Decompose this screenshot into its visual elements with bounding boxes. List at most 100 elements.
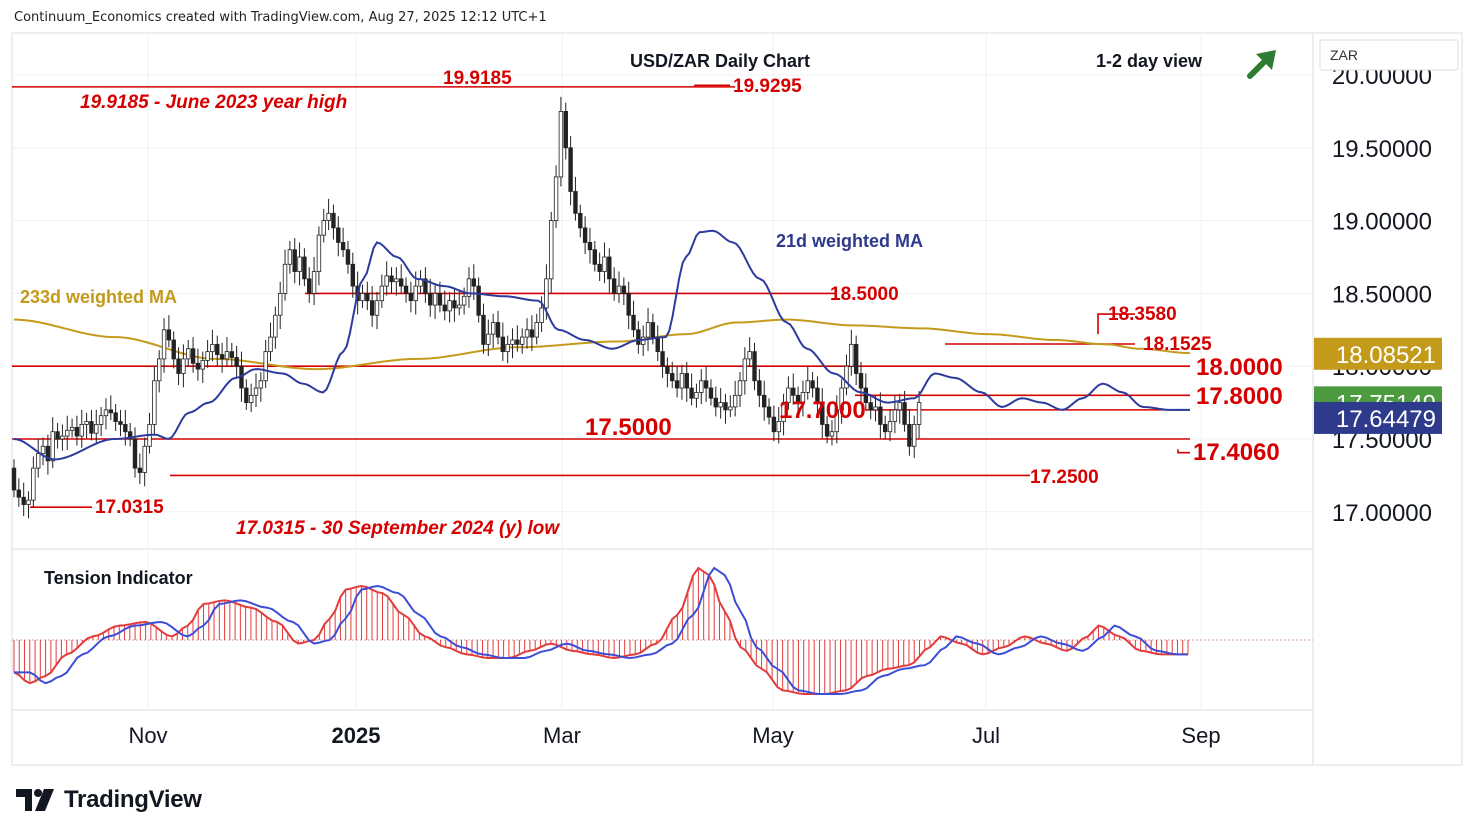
candle-body [645,322,651,338]
candle-body [31,467,36,501]
candle-body [302,256,307,280]
tradingview-brand: TradingView [64,786,202,813]
candle-body [655,336,660,353]
candle-body [113,412,118,422]
candle-body [389,275,394,283]
candle-body [215,343,220,355]
candle-body [587,242,593,251]
candle-body [360,292,365,302]
candle-body [176,358,181,374]
x-tick-label: Jul [972,723,1000,748]
candle-body [331,212,336,229]
candle-body [219,354,225,360]
candle-body [723,402,728,411]
tension-indicator: Tension Indicator [12,566,1313,695]
candle-body [611,278,617,294]
candle-body [481,314,486,345]
candle-body [912,424,917,447]
candle-body [74,426,80,437]
candle-body [447,300,452,312]
candle-body [563,111,568,149]
candle-body [815,387,820,404]
candle-body [568,147,573,192]
candle-body [466,278,472,297]
ma-233d-line [13,318,1191,371]
candle-body [689,387,694,399]
candle-body [592,249,597,265]
candle-body [791,387,796,396]
candle-body [16,489,22,498]
candle-body [631,314,636,331]
candle-body [345,249,351,265]
candle-body [132,438,138,469]
candle-body [694,392,699,399]
candle-body [558,111,564,178]
level-label: 17.2500 [1030,467,1099,488]
candle-body [161,329,167,360]
candle-body [200,359,205,370]
candle-body [747,351,752,360]
candle-body [674,380,680,389]
level-label: 18.3580 [1108,304,1177,325]
candle-body [11,467,17,491]
tension-title: Tension Indicator [44,568,193,588]
candle-body [26,499,31,505]
currency-label-box[interactable]: ZAR [1319,39,1459,71]
candle-body [45,445,51,462]
candle-body [398,278,404,287]
level-label: 17.8000 [1196,383,1283,410]
candle-body [520,336,525,345]
candle-body [549,220,554,280]
candle-body [505,343,510,353]
candle-body [40,445,46,454]
candle-body [495,322,501,338]
candle-body [94,424,99,434]
candle-body [36,453,41,469]
candle-body [670,373,675,382]
candle-body [820,402,825,425]
candle-body [650,322,656,338]
candle-body [244,387,249,404]
chart-header: Continuum_Economics created with Trading… [14,10,547,25]
candle-body [742,358,748,382]
candle-body [539,307,544,323]
candle-body [524,329,530,338]
candle-body [229,351,234,358]
candle-body [137,467,143,473]
candle-body [621,285,627,294]
candle-body [665,365,670,374]
candle-body [834,409,839,433]
chart-frame [11,32,1463,766]
candle-body [626,292,631,316]
candle-body [795,394,801,404]
level-label: 18.0000 [1196,354,1283,381]
y-tick-label: 17.00000 [1332,500,1432,527]
candle-body [636,329,641,345]
candle-body [708,387,714,399]
candle-body [515,339,520,345]
candle-body [573,191,578,214]
level-line-peak [694,84,730,87]
candle-body [679,373,685,389]
candle-body [500,336,506,353]
candle-body [156,358,162,382]
annotation-year-high: 19.9185 - June 2023 year high [80,92,347,113]
candle-body [268,336,273,353]
candle-body [292,249,297,272]
candle-body [248,394,254,404]
candle-body [350,263,355,287]
candle-body [510,339,515,345]
candle-body [437,292,443,306]
tradingview-logo[interactable]: TradingView [16,786,202,814]
candle-body [394,278,399,283]
candle-body [582,227,588,243]
candle-body [713,397,718,408]
candle-body [263,351,268,382]
candle-body [171,339,176,360]
candle-body [307,278,312,294]
candle-body [897,402,902,411]
ma-21d [13,229,1190,461]
candle-body [703,380,709,389]
candle-body [486,333,491,345]
